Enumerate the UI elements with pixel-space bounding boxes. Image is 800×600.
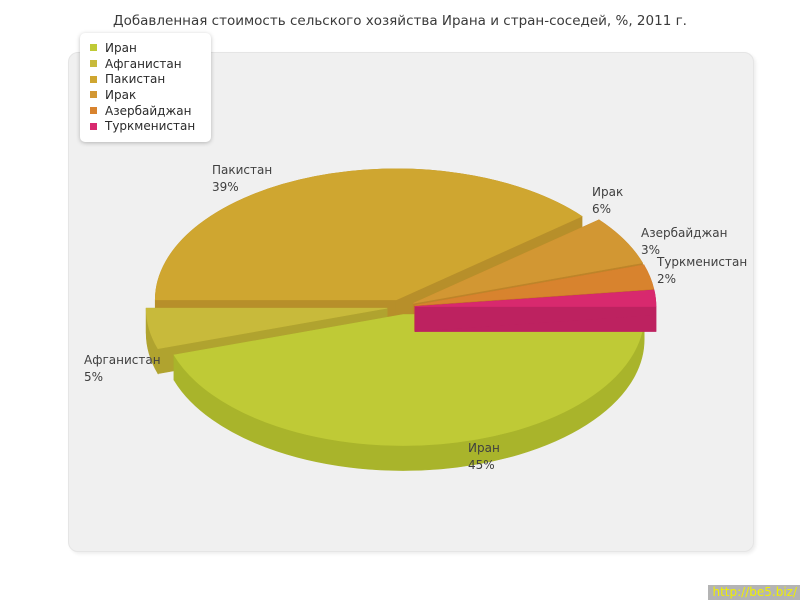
legend-swatch-afghanistan [90,60,97,68]
slice-label-pakistan: Пакистан 39% [212,162,272,196]
slice-label-turkmenistan: Туркменистан 2% [657,254,747,288]
legend-item-iran: Иран [90,40,195,56]
pie-slice-iraq [413,219,643,304]
slice-label-pakistan-pct: 39% [212,180,239,194]
slice-label-afghanistan-name: Афганистан [84,353,161,367]
legend-label-afghanistan: Афганистан [105,56,182,71]
legend-swatch-pakistan [90,75,97,83]
pie-slice-iran [173,314,645,446]
legend-label-pakistan: Пакистан [105,72,166,87]
slice-label-iraq-name: Ирак [592,185,624,199]
slice-label-pakistan-name: Пакистан [212,163,273,177]
legend-swatch-iraq [90,91,97,99]
pie-slice-azerbaijan [414,264,655,306]
legend-swatch-turkmenistan [90,122,97,130]
legend: Иран Афганистан Пакистан Ирак Азербайджан Тур… [80,33,212,143]
slice-label-iraq-pct: 6% [592,202,612,216]
slice-label-azerbaijan: Азербайджан 3% [641,225,727,259]
slice-label-azerbaijan-pct: 3% [641,243,661,257]
legend-item-azerbaijan: Азербайджан [90,103,195,119]
slice-label-iran-pct: 45% [468,458,495,472]
slice-label-iraq: Ирак 6% [592,184,623,218]
slice-label-iran: Иран 45% [468,440,500,474]
slice-label-iran-name: Иран [468,441,500,455]
legend-label-iraq: Ирак [105,87,137,102]
slice-label-turkmenistan-pct: 2% [657,272,677,286]
legend-swatch-azerbaijan [90,107,97,115]
pie-slice-pakistan [154,168,583,301]
legend-label-azerbaijan: Азербайджан [105,103,192,118]
slice-label-afghanistan: Афганистан 5% [84,352,161,386]
legend-item-afghanistan: Афганистан [90,56,195,72]
watermark-link[interactable]: http://be5.biz/ [708,585,800,600]
slice-label-turkmenistan-name: Туркменистан [657,255,748,269]
pie-slice-afghanistan [145,307,388,350]
slice-label-azerbaijan-name: Азербайджан [641,226,728,240]
pie-slice-turkmenistan [414,289,657,307]
chart-title: Добавленная стоимость сельского хозяйств… [113,13,687,29]
legend-label-turkmenistan: Туркменистан [105,119,196,134]
legend-item-iraq: Ирак [90,87,195,103]
legend-item-turkmenistan: Туркменистан [90,118,195,134]
legend-swatch-iran [90,44,97,52]
legend-item-pakistan: Пакистан [90,71,195,87]
slice-label-afghanistan-pct: 5% [84,370,104,384]
legend-label-iran: Иран [105,40,137,55]
